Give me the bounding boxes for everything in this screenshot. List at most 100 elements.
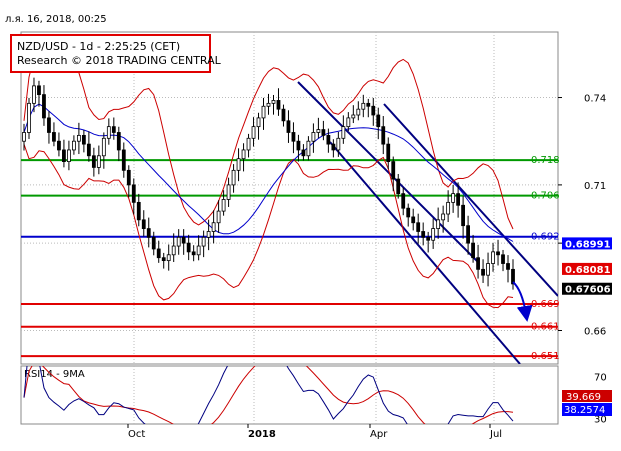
- candle-body: [416, 222, 421, 232]
- candle-body: [216, 210, 221, 224]
- rsi-tick-label-0: 70: [594, 373, 607, 384]
- candle-body: [346, 117, 351, 128]
- level-label-0.661: 0.661: [531, 322, 560, 333]
- candle-body: [411, 216, 416, 224]
- candle-body: [311, 132, 316, 142]
- candle-body: [396, 178, 401, 195]
- candle-body: [101, 137, 106, 157]
- candle-body: [366, 102, 371, 107]
- candle-body: [42, 94, 46, 119]
- price-box-0.68081: [562, 262, 612, 275]
- candle-body: [251, 126, 256, 139]
- candle-body: [331, 143, 336, 151]
- candle-body: [211, 222, 216, 232]
- candle-body: [376, 114, 381, 128]
- rsi-value-boxes: 39.669 38.2574: [562, 390, 612, 416]
- candle-body: [67, 149, 71, 162]
- candle-body: [301, 149, 306, 157]
- candle-body: [431, 228, 436, 241]
- candle-body: [446, 201, 451, 215]
- candle-body: [451, 193, 456, 203]
- candle-body: [241, 149, 246, 160]
- candle-body: [486, 263, 490, 276]
- candle-body: [401, 193, 406, 209]
- rsi-ma-value: 39.669: [566, 392, 601, 403]
- chart-copyright: Research © 2018 TRADING CENTRAL: [17, 54, 222, 67]
- candle-body: [76, 134, 81, 142]
- candle-body: [86, 143, 91, 157]
- candle-body: [176, 236, 181, 247]
- candle-body: [126, 169, 131, 186]
- x-label-2018: 2018: [248, 429, 276, 440]
- candle-body: [306, 140, 311, 157]
- candle-body: [421, 231, 426, 238]
- level-label-0.718: 0.718: [531, 155, 560, 166]
- price-box-0.68991: [562, 237, 612, 250]
- x-label-Oct: Oct: [128, 429, 145, 440]
- candle-body: [381, 126, 386, 145]
- candle-body: [206, 231, 211, 238]
- candle-body: [341, 126, 346, 139]
- candle-body: [511, 268, 515, 285]
- candle-body: [96, 155, 101, 168]
- forecast-arrow: [512, 281, 533, 322]
- candle-body: [47, 117, 51, 133]
- candle-body: [391, 161, 396, 180]
- candle-body: [131, 184, 136, 203]
- candle-body: [371, 105, 376, 116]
- x-axis-labels: Oct 2018 Apr Jul: [127, 424, 502, 440]
- candle-body: [436, 219, 441, 229]
- level-labels: 0.718 0.706 0.692 0.669 0.661 0.651: [531, 155, 560, 362]
- rsi-plot-area: [20, 365, 559, 425]
- bollinger-bands: [23, 56, 514, 309]
- candle-body: [276, 100, 281, 110]
- candle-body: [506, 263, 510, 270]
- upper-band: [23, 56, 514, 230]
- candle-body: [201, 236, 206, 247]
- candle-body: [256, 117, 261, 128]
- candle-body: [111, 126, 116, 133]
- x-label-Jul: Jul: [489, 429, 502, 440]
- rsi-ma-value-box: [562, 390, 612, 402]
- candle-body: [191, 251, 196, 256]
- candle-body: [121, 149, 126, 171]
- rsi-lines: [23, 366, 514, 424]
- price-label-0.68991: 0.68991: [565, 239, 611, 250]
- trend-channel: [297, 81, 558, 364]
- price-label-0.67606: 0.67606: [565, 285, 611, 296]
- candle-body: [151, 236, 156, 250]
- rsi-line: [23, 366, 514, 424]
- candle-body: [196, 245, 201, 256]
- candles: [22, 77, 515, 290]
- candle-body: [71, 140, 76, 151]
- candle-body: [481, 268, 485, 276]
- level-label-0.692: 0.692: [531, 232, 560, 243]
- candle-body: [441, 213, 446, 221]
- candle-body: [32, 85, 36, 104]
- candle-body: [181, 236, 186, 244]
- title-box: [10, 34, 211, 73]
- price-label-0.68081: 0.68081: [565, 265, 611, 276]
- candle-body: [316, 129, 321, 133]
- candle-body: [266, 102, 271, 107]
- candle-body: [471, 242, 475, 259]
- candle-body: [466, 225, 470, 244]
- candle-body: [386, 143, 391, 162]
- y-tick-label-1: 0.71: [584, 181, 606, 192]
- candle-body: [27, 102, 31, 133]
- candle-body: [336, 137, 341, 151]
- candle-body: [281, 108, 286, 122]
- price-box-0.67606: [562, 282, 612, 295]
- rsi-value-box: [562, 403, 612, 416]
- candle-body: [171, 245, 176, 256]
- candle-body: [22, 132, 26, 142]
- candle-body: [406, 207, 411, 218]
- candle-body: [491, 251, 495, 264]
- lower-band: [23, 143, 514, 309]
- level-label-0.651: 0.651: [531, 351, 560, 362]
- candle-body: [81, 134, 86, 145]
- candle-body: [221, 199, 226, 212]
- rsi-value: 38.2574: [564, 405, 605, 416]
- candle-body: [246, 137, 251, 151]
- chart-title: NZD/USD - 1d - 2:25:25 (CET): [17, 40, 180, 53]
